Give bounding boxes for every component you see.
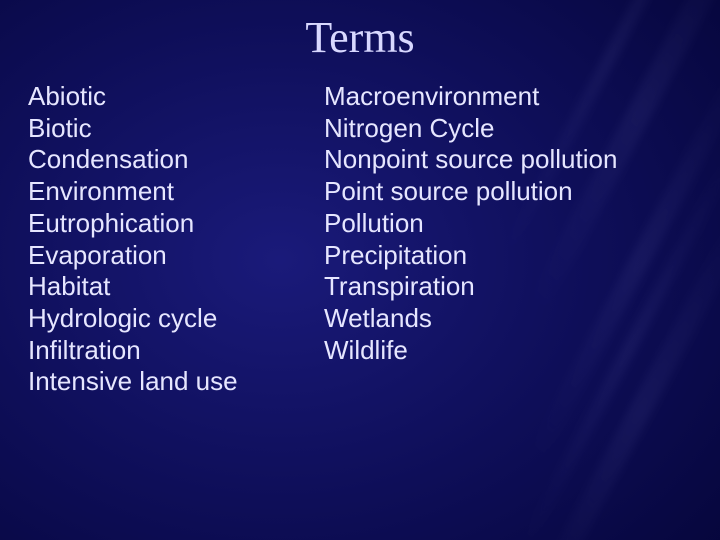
term-item: Biotic (28, 113, 318, 145)
term-item: Wetlands (324, 303, 684, 335)
term-item: Pollution (324, 208, 684, 240)
term-item: Transpiration (324, 271, 684, 303)
term-item: Eutrophication (28, 208, 318, 240)
term-item: Condensation (28, 144, 318, 176)
term-item: Abiotic (28, 81, 318, 113)
slide-title: Terms (0, 0, 720, 63)
term-item: Macroenvironment (324, 81, 684, 113)
term-item: Evaporation (28, 240, 318, 272)
term-columns: Abiotic Biotic Condensation Environment … (0, 81, 720, 398)
term-item: Nitrogen Cycle (324, 113, 684, 145)
term-item: Nonpoint source pollution (324, 144, 684, 176)
term-item: Precipitation (324, 240, 684, 272)
term-item: Hydrologic cycle (28, 303, 318, 335)
term-item: Point source pollution (324, 176, 684, 208)
term-item: Wildlife (324, 335, 684, 367)
term-item: Environment (28, 176, 318, 208)
slide: Terms Abiotic Biotic Condensation Enviro… (0, 0, 720, 540)
term-column-right: Macroenvironment Nitrogen Cycle Nonpoint… (318, 81, 684, 398)
term-item: Infiltration (28, 335, 318, 367)
term-item: Habitat (28, 271, 318, 303)
term-column-left: Abiotic Biotic Condensation Environment … (28, 81, 318, 398)
term-item: Intensive land use (28, 366, 318, 398)
